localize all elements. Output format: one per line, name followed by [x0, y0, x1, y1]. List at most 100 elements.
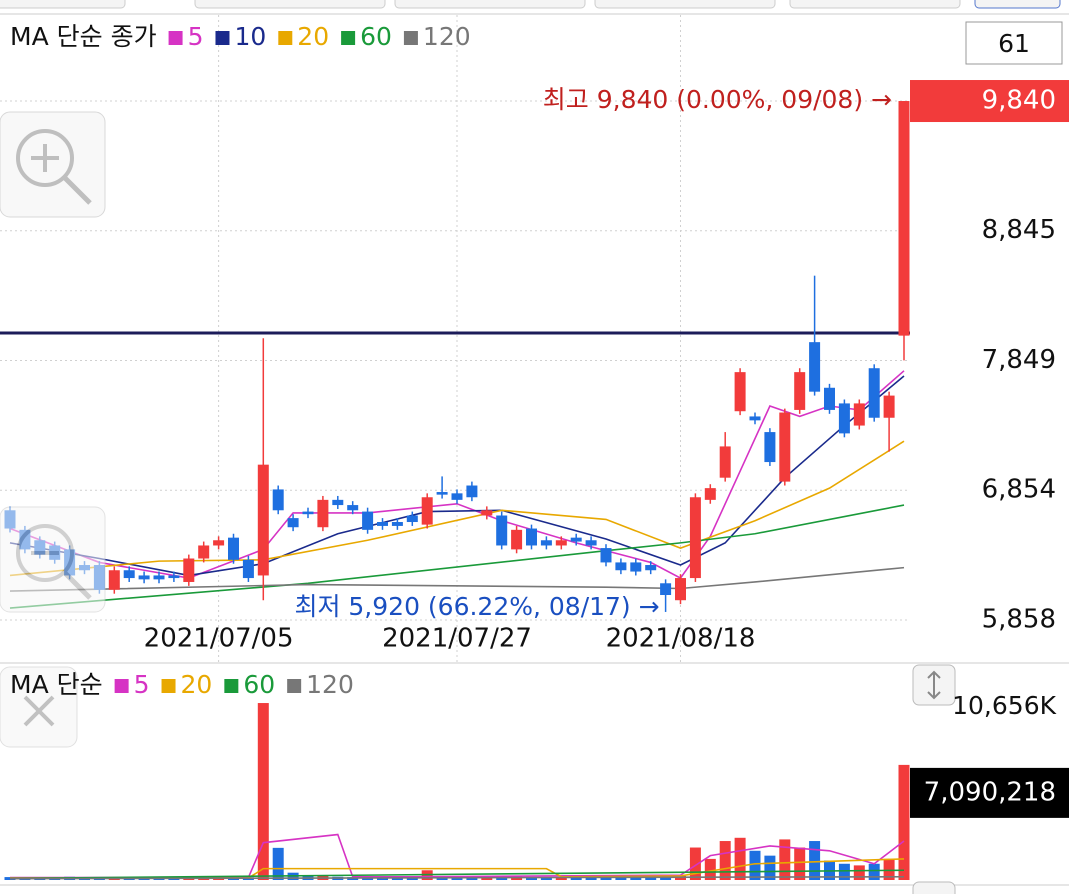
- candle-body: [853, 403, 865, 426]
- candle-body: [540, 540, 552, 546]
- candle-body: [436, 492, 448, 495]
- candle-body: [764, 432, 776, 463]
- volume-bar: [794, 847, 806, 880]
- candle-body: [570, 537, 582, 542]
- ma-line: [9, 875, 905, 880]
- volume-bar: [838, 863, 850, 880]
- candle-body: [704, 488, 716, 500]
- ma-line: [9, 869, 905, 880]
- legend-swatch: [278, 31, 293, 45]
- candle-body: [883, 395, 895, 418]
- ma-line: [9, 370, 905, 580]
- legend-label: 60: [243, 670, 275, 699]
- candle-body: [719, 446, 731, 478]
- legend-swatch: [287, 679, 302, 693]
- legend-label: 60: [360, 22, 392, 51]
- volume-bar: [883, 858, 895, 880]
- legend-swatch: [224, 679, 239, 693]
- candle-body: [481, 510, 493, 516]
- candle-body: [630, 562, 642, 572]
- candle-body: [809, 342, 821, 392]
- volume-bar: [809, 841, 821, 880]
- volume-bar: [451, 877, 463, 880]
- volume-bar: [615, 876, 627, 880]
- candle-body: [168, 575, 180, 579]
- candle-body: [421, 497, 433, 525]
- x-tick-label: 2021/07/05: [144, 624, 294, 654]
- last-price-box: [910, 80, 1069, 123]
- candle-body: [123, 570, 135, 579]
- candle-body: [734, 372, 746, 412]
- candle-body: [242, 559, 254, 579]
- candle-body: [779, 412, 791, 482]
- candle-body: [183, 558, 195, 582]
- candle-body: [108, 570, 120, 590]
- volume-bar: [630, 877, 642, 880]
- volume-bar: [570, 877, 582, 880]
- candle-body: [466, 485, 478, 498]
- candle-body: [391, 522, 403, 526]
- legend-swatch: [168, 31, 183, 45]
- y-tick-label: 10,656K: [952, 691, 1056, 720]
- volume-bar: [555, 877, 567, 880]
- legend-swatch: [403, 31, 418, 45]
- zoom-out-button[interactable]: [0, 506, 106, 613]
- volume-bar: [391, 877, 403, 880]
- candle-body: [287, 518, 299, 528]
- count-box: [965, 21, 1063, 65]
- y-tick-label: 9,840: [982, 86, 1056, 116]
- x-tick-label: 2021/07/27: [382, 624, 532, 654]
- low-annotation: 최저 5,920 (66.22%, 08/17) →: [294, 592, 659, 621]
- resize-button[interactable]: [912, 664, 956, 894]
- y-tick-label: 7,849: [982, 345, 1056, 375]
- candle-body: [153, 575, 165, 580]
- candle-body: [749, 416, 761, 421]
- legend-label: 5: [134, 670, 150, 699]
- candle-body: [451, 493, 463, 500]
- legend-label: 10: [234, 22, 266, 51]
- legend-label: 20: [297, 22, 329, 51]
- legend-title: MA 단순: [10, 670, 103, 699]
- candle-body: [585, 540, 597, 546]
- ma-line: [9, 504, 905, 609]
- candle-body: [213, 540, 225, 546]
- volume-bar: [704, 858, 716, 880]
- volume-bar: [853, 865, 865, 880]
- volume-bar: [540, 877, 552, 880]
- value-label: 7,090,218: [924, 777, 1056, 807]
- candle-body: [362, 511, 374, 530]
- volume-bar: [734, 837, 746, 880]
- candle-body: [868, 368, 880, 418]
- volume-bar: [153, 878, 165, 880]
- candle-body: [511, 529, 523, 550]
- y-tick-label: 5,858: [982, 605, 1056, 635]
- candle-body: [317, 499, 329, 528]
- y-tick-label: 6,854: [982, 475, 1056, 505]
- candle-body: [555, 540, 567, 546]
- candle-body: [898, 101, 910, 336]
- legend-swatch: [341, 31, 356, 45]
- close-button[interactable]: [0, 666, 78, 748]
- zoom-in-button[interactable]: [0, 111, 106, 218]
- legend-label: 20: [181, 670, 213, 699]
- volume-bar: [585, 877, 597, 880]
- volume-bar: [645, 877, 657, 880]
- ma-line: [9, 566, 905, 592]
- candle-body: [600, 548, 612, 563]
- candle-body: [689, 497, 701, 579]
- legend-label: 120: [306, 670, 354, 699]
- ma-line: [9, 440, 905, 577]
- legend-swatch: [161, 679, 176, 693]
- high-annotation: 최고 9,840 (0.00%, 09/08) →: [543, 85, 892, 114]
- volume-bar: [406, 877, 418, 880]
- legend-title: MA 단순 종가: [10, 22, 157, 51]
- candle-body: [377, 522, 388, 526]
- candle-body: [272, 489, 284, 511]
- volume-bar: [257, 703, 269, 880]
- plot-area: [0, 15, 910, 880]
- volume-bar: [764, 855, 776, 880]
- legend-swatch: [215, 31, 230, 45]
- volume-bar: [526, 877, 537, 880]
